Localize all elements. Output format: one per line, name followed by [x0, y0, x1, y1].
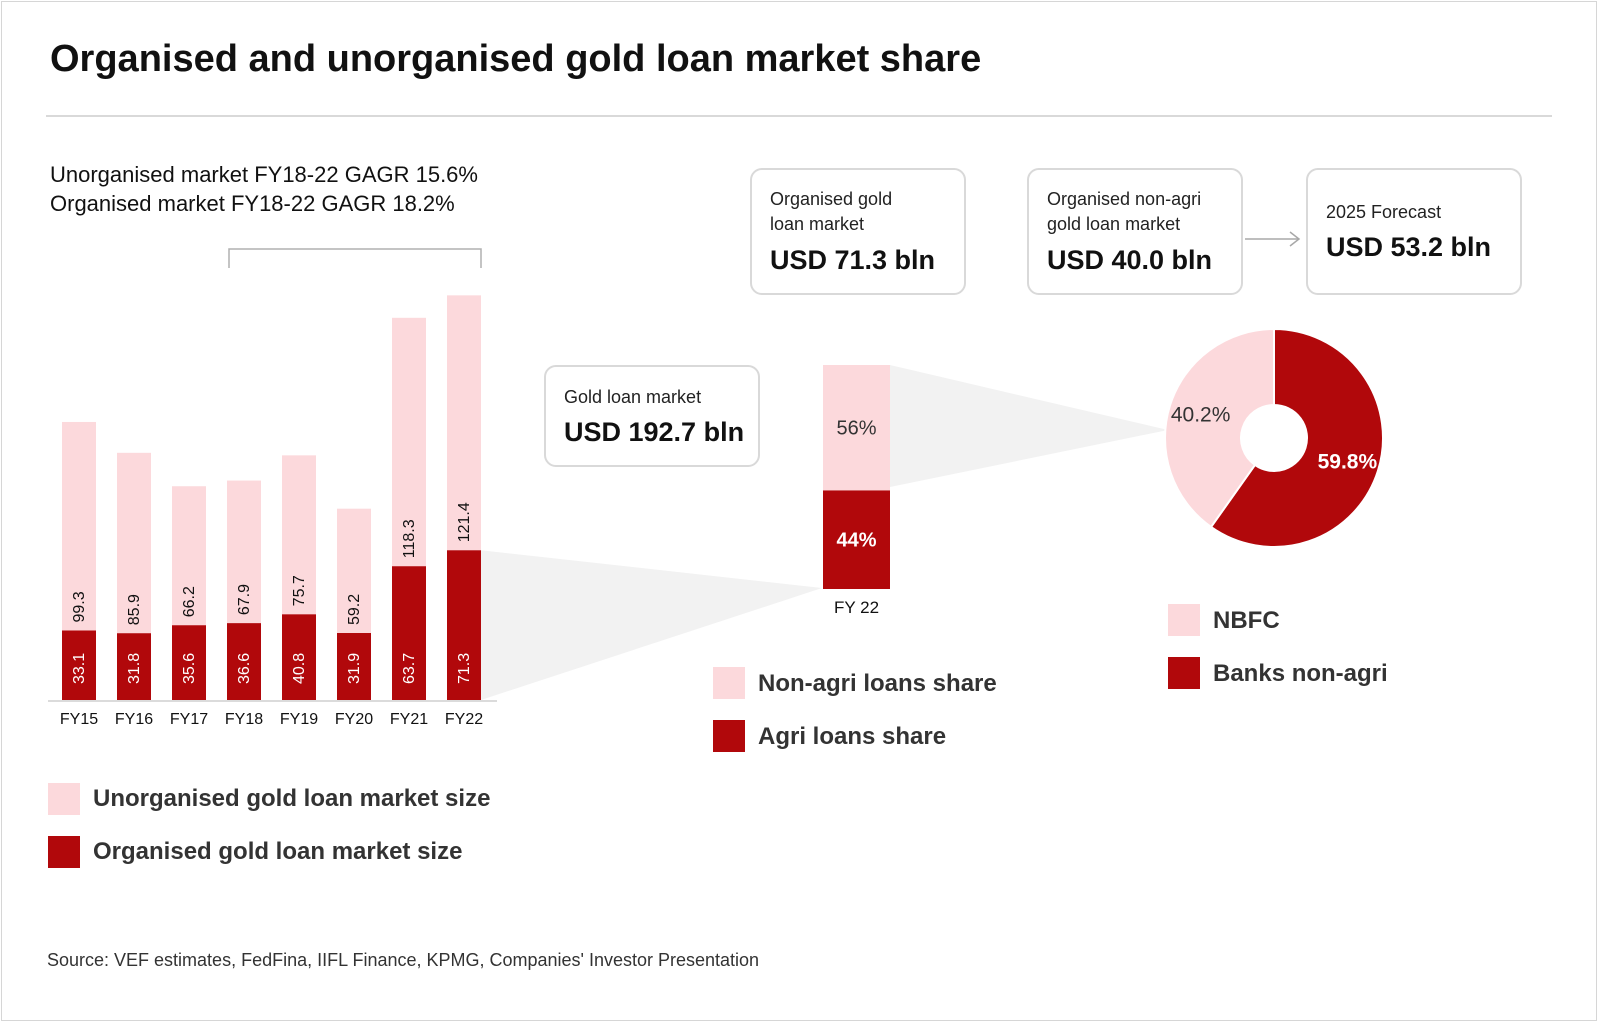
label-organised-fy16: 31.8 — [126, 653, 143, 684]
label-unorganised-fy17: 66.2 — [181, 586, 198, 617]
bar-unorganised-fy17 — [172, 486, 206, 626]
organised-market-box: Organised gold loan market USD 71.3 bln — [750, 168, 966, 295]
funnel-share-to-donut — [890, 365, 1168, 487]
donut-slice-nbfc — [1163, 327, 1275, 529]
page-title: Organised and unorganised gold loan mark… — [50, 38, 982, 80]
gold-loan-market-label: Gold loan market — [564, 387, 702, 407]
legend-swatch-agri — [713, 720, 745, 752]
share-label-agri: 44% — [836, 530, 876, 552]
legend-swatch-unorganised — [48, 783, 80, 815]
label-organised-fy15: 33.1 — [71, 653, 88, 684]
legend-organised: Organised gold loan market size — [93, 838, 463, 865]
legend-nbfc: NBFC — [1213, 607, 1280, 634]
tick-fy18: FY18 — [225, 711, 263, 728]
bar-unorganised-fy15 — [62, 421, 96, 631]
label-unorganised-fy18: 67.9 — [236, 584, 253, 615]
legend-unorganised: Unorganised gold loan market size — [93, 785, 491, 812]
bar-organised-fy17 — [172, 625, 206, 700]
organised-market-label-1: Organised gold — [770, 189, 893, 209]
bar-unorganised-fy22 — [447, 295, 481, 551]
funnel-bars-to-share — [481, 550, 822, 700]
organised-nonagri-box: Organised non-agri gold loan market USD … — [1027, 168, 1243, 295]
forecast-box: 2025 Forecast USD 53.2 bln — [1306, 168, 1522, 295]
donut-label-banks-non-agri: 59.8% — [1318, 450, 1378, 473]
bar-organised-fy18 — [227, 623, 261, 700]
label-unorganised-fy15: 99.3 — [71, 591, 88, 622]
label-organised-fy21: 63.7 — [401, 653, 418, 684]
source-note: Source: VEF estimates, FedFina, IIFL Fin… — [47, 950, 760, 970]
bar-unorganised-fy19 — [282, 455, 316, 615]
legend-banks: Banks non-agri — [1213, 660, 1388, 687]
tick-fy15: FY15 — [60, 711, 98, 728]
organised-nonagri-label-2: gold loan market — [1047, 214, 1181, 234]
cagr-bracket — [228, 248, 482, 268]
tick-fy20: FY20 — [335, 711, 373, 728]
bar-organised-fy21 — [392, 566, 426, 700]
label-unorganised-fy21: 118.3 — [401, 519, 418, 558]
label-organised-fy17: 35.6 — [181, 653, 198, 684]
legend-agri: Agri loans share — [758, 723, 947, 750]
label-organised-fy22: 71.3 — [456, 653, 473, 684]
label-organised-fy19: 40.8 — [291, 653, 308, 684]
tick-fy17: FY17 — [170, 711, 208, 728]
legend-swatch-organised — [48, 836, 80, 868]
donut-label-nbfc: 40.2% — [1171, 404, 1231, 427]
legend-swatch-nbfc — [1168, 604, 1200, 636]
forecast-label: 2025 Forecast — [1326, 202, 1442, 222]
organised-market-value: USD 71.3 bln — [770, 245, 936, 275]
tick-fy19: FY19 — [280, 711, 318, 728]
donut-slice-banks-non-agri — [1209, 327, 1384, 548]
cagr-organised: Organised market FY18-22 GAGR 18.2% — [50, 191, 455, 216]
share-tick-fy22: FY 22 — [834, 598, 879, 617]
bar-unorganised-fy16 — [117, 452, 151, 634]
organised-nonagri-label-1: Organised non-agri — [1047, 189, 1202, 209]
bar-unorganised-fy21 — [392, 317, 426, 567]
legend-nonagri: Non-agri loans share — [758, 670, 997, 697]
bar-organised-fy15 — [62, 630, 96, 700]
legend-swatch-nonagri — [713, 667, 745, 699]
label-organised-fy18: 36.6 — [236, 653, 253, 684]
bar-organised-fy22 — [447, 550, 481, 700]
tick-fy16: FY16 — [115, 711, 153, 728]
bar-unorganised-fy18 — [227, 480, 261, 624]
share-label-nonagri: 56% — [836, 418, 876, 440]
label-unorganised-fy16: 85.9 — [126, 594, 143, 625]
bar-organised-fy20 — [337, 633, 371, 700]
cagr-unorganised: Unorganised market FY18-22 GAGR 15.6% — [50, 162, 478, 187]
label-organised-fy20: 31.9 — [346, 653, 363, 684]
forecast-value: USD 53.2 bln — [1326, 232, 1492, 262]
tick-fy21: FY21 — [390, 711, 428, 728]
label-unorganised-fy19: 75.7 — [291, 575, 308, 606]
title-divider — [46, 115, 1552, 117]
bar-unorganised-fy20 — [337, 508, 371, 634]
label-unorganised-fy22: 121.4 — [456, 502, 473, 542]
bar-organised-fy16 — [117, 633, 151, 700]
label-unorganised-fy20: 59.2 — [346, 594, 363, 625]
bar-organised-fy19 — [282, 614, 316, 700]
gold-loan-market-box: Gold loan market USD 192.7 bln — [544, 365, 760, 467]
gold-loan-market-value: USD 192.7 bln — [564, 417, 745, 447]
share-bar-nonagri — [823, 365, 890, 491]
organised-nonagri-value: USD 40.0 bln — [1047, 245, 1213, 275]
legend-swatch-banks — [1168, 657, 1200, 689]
share-bar-agri — [823, 490, 890, 589]
organised-market-label-2: loan market — [770, 214, 865, 234]
arrow-head-icon — [1289, 231, 1301, 247]
tick-fy22: FY22 — [445, 711, 483, 728]
